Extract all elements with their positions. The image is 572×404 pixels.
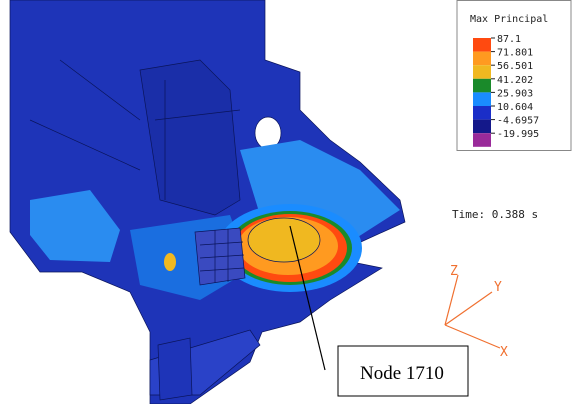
legend-swatch <box>473 92 491 106</box>
legend-swatch <box>473 38 491 52</box>
legend-swatch <box>473 120 491 134</box>
node-label: Node 1710 <box>360 363 444 384</box>
legend-swatch <box>473 79 491 93</box>
legend-label: -19.995 <box>497 129 539 140</box>
triad-x: X <box>500 345 508 360</box>
time-label: Time: 0.388 s <box>452 208 538 221</box>
legend-label: 25.903 <box>497 88 533 99</box>
screenshot: Max Principal 87.1 71.801 56.501 41.202 25.9… <box>0 0 572 404</box>
legend-swatch <box>473 52 491 66</box>
legend: Max Principal 87.1 71.801 56.501 41.202 25.9… <box>457 1 571 151</box>
legend-label: 71.801 <box>497 48 533 59</box>
legend-label: -4.6957 <box>497 116 539 127</box>
legend-swatch <box>473 106 491 120</box>
triad-y: Y <box>494 280 502 295</box>
legend-title: Max Principal <box>470 14 548 25</box>
triad-z: Z <box>450 264 458 279</box>
legend-swatch <box>473 133 491 147</box>
legend-label: 87.1 <box>497 34 521 45</box>
legend-label: 10.604 <box>497 102 533 113</box>
legend-swatch <box>473 65 491 79</box>
legend-label: 56.501 <box>497 61 533 72</box>
legend-label: 41.202 <box>497 75 533 86</box>
